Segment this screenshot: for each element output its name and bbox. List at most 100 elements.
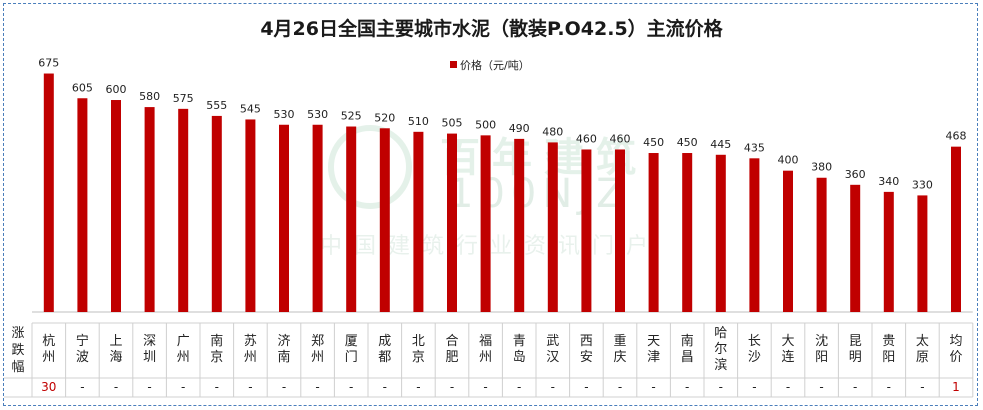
bar <box>682 153 693 312</box>
category-tick-label: 太原 <box>916 334 929 365</box>
bar <box>850 184 861 312</box>
change-value: - <box>315 380 319 394</box>
bar <box>77 98 88 312</box>
bar <box>211 115 222 312</box>
bar-value-label: 330 <box>912 178 933 191</box>
change-value: - <box>618 380 622 394</box>
bar <box>816 177 827 312</box>
bar <box>480 135 491 312</box>
change-value: - <box>517 380 521 394</box>
bar <box>144 107 155 312</box>
bar-value-label: 545 <box>240 102 261 115</box>
change-value: - <box>282 380 286 394</box>
legend-swatch <box>450 61 457 68</box>
change-value: - <box>215 380 219 394</box>
change-value: - <box>349 380 353 394</box>
bar-value-label: 500 <box>475 118 496 131</box>
bar <box>648 153 659 312</box>
bar-value-label: 460 <box>576 132 597 145</box>
change-value: - <box>752 380 756 394</box>
change-value: - <box>483 380 487 394</box>
bar-value-label: 360 <box>845 168 866 181</box>
change-value: - <box>786 380 790 394</box>
bar-value-label: 400 <box>778 154 799 167</box>
bar-value-label: 468 <box>946 130 967 143</box>
change-value: - <box>853 380 857 394</box>
change-value: - <box>584 380 588 394</box>
legend-label: 价格（元/吨） <box>460 59 530 72</box>
bar <box>178 108 189 312</box>
change-value: - <box>450 380 454 394</box>
bar-value-label: 675 <box>38 57 59 70</box>
change-value: - <box>147 380 151 394</box>
category-tick-label: 北京 <box>412 334 425 365</box>
category-tick-label: 南昌 <box>681 333 694 365</box>
bar <box>514 138 525 312</box>
change-value: 30 <box>41 380 56 394</box>
category-tick-label: 厦门 <box>345 334 358 365</box>
bar <box>883 191 894 312</box>
bar-value-label: 530 <box>307 108 328 121</box>
bar <box>379 128 390 312</box>
category-tick-label: 苏州 <box>244 333 257 365</box>
bar-value-label: 490 <box>509 122 530 135</box>
category-tick-label: 贵阳 <box>882 334 895 365</box>
bar <box>346 126 357 312</box>
chart-legend: 价格（元/吨） <box>450 57 530 73</box>
table-row-label: 涨跌幅 <box>11 326 24 375</box>
category-tick-label: 均价 <box>949 334 962 365</box>
bar <box>413 131 424 312</box>
category-tick-label: 合肥 <box>445 334 458 365</box>
category-tick-label: 长沙 <box>748 334 761 365</box>
category-tick-label: 上海 <box>109 334 122 365</box>
change-value: 1 <box>952 380 960 394</box>
category-tick-label: 宁波 <box>76 333 89 365</box>
bar <box>245 119 256 312</box>
chart-frame <box>3 3 978 406</box>
category-tick-label: 青岛 <box>513 334 526 365</box>
bar-value-label: 580 <box>139 90 160 103</box>
bar-value-label: 520 <box>374 111 395 124</box>
category-tick-label: 武汉 <box>546 334 559 365</box>
change-value: - <box>181 380 185 394</box>
category-tick-label: 哈尔滨 <box>714 326 727 373</box>
bar <box>547 142 558 312</box>
change-value: - <box>685 380 689 394</box>
bar-value-label: 605 <box>72 81 93 94</box>
bar <box>312 124 323 312</box>
bar <box>43 73 54 313</box>
bar-value-label: 510 <box>408 115 429 128</box>
bar <box>279 124 289 312</box>
bar <box>951 146 961 312</box>
change-value: - <box>887 380 891 394</box>
category-tick-label: 成都 <box>378 334 391 365</box>
bar-value-label: 460 <box>610 132 631 145</box>
bar <box>783 170 793 312</box>
category-tick-label: 重庆 <box>613 333 626 365</box>
bar-value-label: 525 <box>341 110 362 123</box>
category-tick-label: 杭州 <box>42 334 55 365</box>
change-value: - <box>551 380 555 394</box>
bar-value-label: 575 <box>173 92 194 105</box>
category-tick-label: 大连 <box>781 334 794 365</box>
bar-value-label: 450 <box>643 136 664 149</box>
chart-title: 4月26日全国主要城市水泥（散装P.O42.5）主流价格 <box>260 18 723 40</box>
bar-value-label: 450 <box>677 136 698 149</box>
bar <box>917 195 928 312</box>
category-tick-label: 福州 <box>479 334 492 365</box>
category-tick-label: 南京 <box>210 333 223 365</box>
change-value: - <box>416 380 420 394</box>
bar <box>615 149 625 312</box>
bar-value-label: 600 <box>106 83 127 96</box>
bar <box>111 100 121 313</box>
change-value: - <box>248 380 252 394</box>
bar-value-label: 340 <box>878 175 899 188</box>
change-value: - <box>80 380 84 394</box>
category-tick-label: 济南 <box>277 334 290 365</box>
bar <box>749 158 760 312</box>
bar-value-label: 530 <box>274 108 295 121</box>
category-tick-label: 昆明 <box>849 334 862 365</box>
category-tick-label: 郑州 <box>311 334 324 365</box>
change-value: - <box>114 380 118 394</box>
bar <box>447 133 457 312</box>
